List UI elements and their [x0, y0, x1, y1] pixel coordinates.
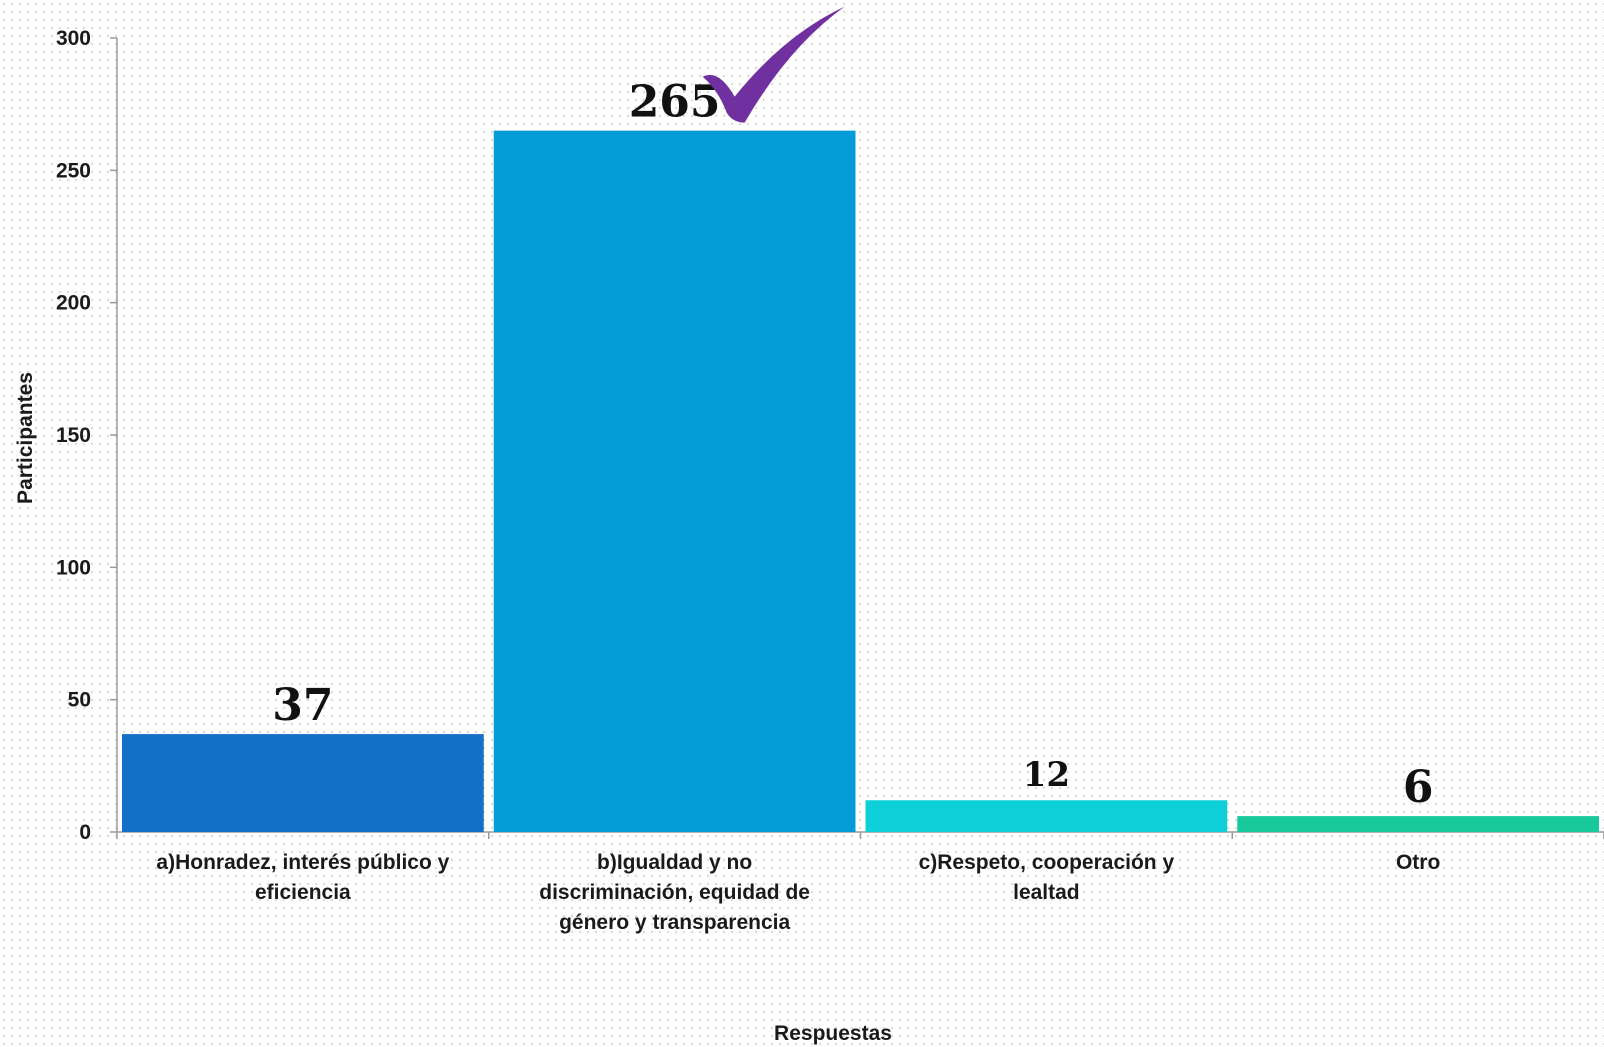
y-tick-label: 0 [79, 821, 91, 844]
bar [1237, 816, 1599, 832]
y-tick-label: 50 [68, 689, 91, 712]
data-label: 12 [1023, 755, 1070, 795]
data-label: 37 [272, 680, 333, 731]
bar [122, 734, 484, 832]
category-labels: a)Honradez, interés público y eficiencia b… [156, 851, 1440, 934]
category-label: a)Honradez, interés público y eficiencia [156, 851, 449, 904]
y-tick-label: 100 [56, 556, 91, 579]
category-label: c)Respeto, cooperación y lealtad [919, 851, 1175, 904]
category-label-line: eficiencia [255, 881, 351, 904]
data-label: 265 [629, 77, 721, 128]
category-label: Otro [1396, 851, 1440, 874]
y-axis-title: Participantes [14, 372, 37, 504]
x-axis-title: Respuestas [774, 1022, 892, 1045]
category-label: b)Igualdad y no discriminación, equidad d… [539, 851, 810, 934]
bar [865, 800, 1228, 832]
category-label-line: discriminación, equidad de [539, 881, 810, 904]
y-tick-label: 250 [56, 159, 91, 182]
category-label-line: lealtad [1013, 881, 1080, 904]
y-tick-label: 200 [56, 292, 91, 315]
category-label-line: género y transparencia [559, 911, 790, 934]
checkmark-shape [702, 6, 845, 123]
checkmark-icon [702, 6, 845, 123]
bar [493, 130, 856, 833]
y-tick-label: 300 [56, 27, 91, 50]
category-label-line: a)Honradez, interés público y [156, 851, 449, 874]
category-label-line: b)Igualdad y no [597, 851, 752, 874]
x-axis [116, 831, 1604, 839]
category-label-line: Otro [1396, 851, 1440, 874]
bars [122, 130, 1599, 833]
category-label-line: c)Respeto, cooperación y [919, 851, 1175, 874]
data-label: 6 [1403, 762, 1434, 813]
y-axis: 0 50 100 150 200 250 300 [56, 27, 118, 844]
data-labels: 37 265 12 6 [272, 77, 1433, 813]
y-tick-label: 150 [56, 424, 91, 447]
